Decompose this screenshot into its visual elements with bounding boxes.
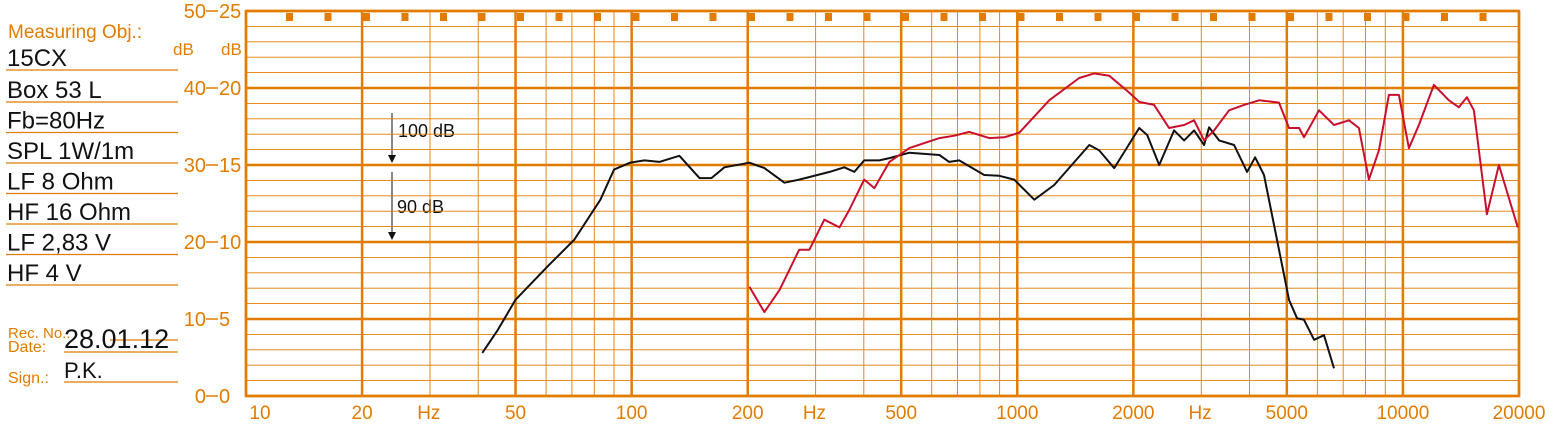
x-tick-label: 20 bbox=[352, 403, 373, 424]
x-tick-label: 500 bbox=[885, 403, 917, 424]
marker-square bbox=[1402, 13, 1410, 21]
marker-square bbox=[1171, 13, 1179, 21]
x-tick-label: 100 bbox=[616, 403, 648, 424]
marker-square bbox=[825, 13, 832, 21]
marker-square bbox=[440, 13, 447, 21]
info-line: SPL 1W/1m bbox=[7, 138, 134, 165]
y2-tick-label: 10 bbox=[219, 232, 241, 254]
marker-square bbox=[1056, 13, 1063, 21]
x-tick-label: 10000 bbox=[1376, 403, 1429, 424]
date: 28.01.12 bbox=[64, 324, 169, 354]
info-line: LF 2,83 V bbox=[7, 230, 111, 257]
y2-tick-label: 0 bbox=[219, 386, 230, 408]
y-axis-unit: dB bbox=[173, 40, 194, 59]
info-line: HF 16 Ohm bbox=[7, 199, 131, 226]
y2-axis-unit: dB bbox=[221, 40, 242, 59]
marker-square bbox=[940, 13, 948, 21]
x-tick-label: 50 bbox=[505, 403, 526, 424]
marker-square bbox=[709, 13, 717, 21]
y-tick-label: 40 bbox=[184, 78, 206, 100]
marker-square bbox=[1017, 13, 1025, 21]
measuring-obj-label: Measuring Obj.: bbox=[8, 22, 142, 43]
info-line: Fb=80Hz bbox=[7, 108, 105, 135]
info-line: Box 53 L bbox=[7, 77, 102, 104]
arrow-head bbox=[388, 232, 396, 240]
info-line: HF 4 V bbox=[7, 260, 82, 287]
marker-square bbox=[671, 13, 678, 21]
plot-frame bbox=[244, 9, 1521, 398]
annotation: 90 dB bbox=[397, 197, 444, 217]
x-tick-label: 20000 bbox=[1493, 403, 1546, 424]
marker-square bbox=[1441, 13, 1448, 21]
rec-no-label: Rec. No.: bbox=[8, 325, 71, 342]
marker-square bbox=[1287, 13, 1294, 21]
y-tick-label: 20 bbox=[184, 232, 206, 254]
info-line: LF 8 Ohm bbox=[7, 169, 114, 196]
marker-square bbox=[555, 13, 563, 21]
y2-tick-label: 20 bbox=[219, 78, 241, 100]
y-tick-label: 0 bbox=[195, 386, 206, 408]
sign-label: Sign.: bbox=[8, 370, 49, 387]
response-curve bbox=[748, 72, 1519, 314]
annotation: 100 dB bbox=[398, 121, 455, 141]
marker-square bbox=[1364, 13, 1371, 21]
x-tick-label: 2000 bbox=[1112, 403, 1154, 424]
marker-square bbox=[517, 13, 524, 21]
y-tick-label: 50 bbox=[184, 1, 206, 23]
marker-square bbox=[748, 13, 755, 21]
response-curve bbox=[481, 126, 1335, 369]
marker-square bbox=[902, 13, 909, 21]
marker-square bbox=[324, 13, 332, 21]
marker-square bbox=[363, 13, 370, 21]
sign: P.K. bbox=[64, 358, 103, 383]
x-axis-unit: Hz bbox=[417, 403, 440, 424]
marker-square bbox=[1210, 13, 1217, 21]
x-tick-label: 5000 bbox=[1266, 403, 1308, 424]
y2-tick-label: 5 bbox=[219, 309, 230, 331]
y-tick-label: 10 bbox=[184, 309, 206, 331]
marker-square bbox=[1094, 13, 1102, 21]
y2-tick-label: 25 bbox=[219, 1, 241, 23]
y2-tick-label: 15 bbox=[219, 155, 241, 177]
info-line: 15CX bbox=[7, 45, 67, 72]
marker-square bbox=[863, 13, 871, 21]
marker-square bbox=[1479, 13, 1487, 21]
date-label: Date: bbox=[8, 339, 46, 356]
marker-square bbox=[401, 13, 409, 21]
marker-square bbox=[478, 13, 486, 21]
marker-square bbox=[786, 13, 794, 21]
x-axis-unit: Hz bbox=[803, 403, 826, 424]
marker-square bbox=[1325, 13, 1333, 21]
x-tick-label: 200 bbox=[732, 403, 764, 424]
marker-square bbox=[286, 13, 293, 21]
marker-square bbox=[632, 13, 640, 21]
marker-square bbox=[979, 13, 986, 21]
marker-square bbox=[594, 13, 601, 21]
marker-square bbox=[1248, 13, 1256, 21]
x-tick-label: 1000 bbox=[996, 403, 1038, 424]
x-axis-unit: Hz bbox=[1188, 403, 1211, 424]
y-tick-label: 30 bbox=[184, 155, 206, 177]
x-tick-label: 10 bbox=[249, 403, 270, 424]
marker-square bbox=[1133, 13, 1140, 21]
arrow-head bbox=[388, 155, 396, 163]
